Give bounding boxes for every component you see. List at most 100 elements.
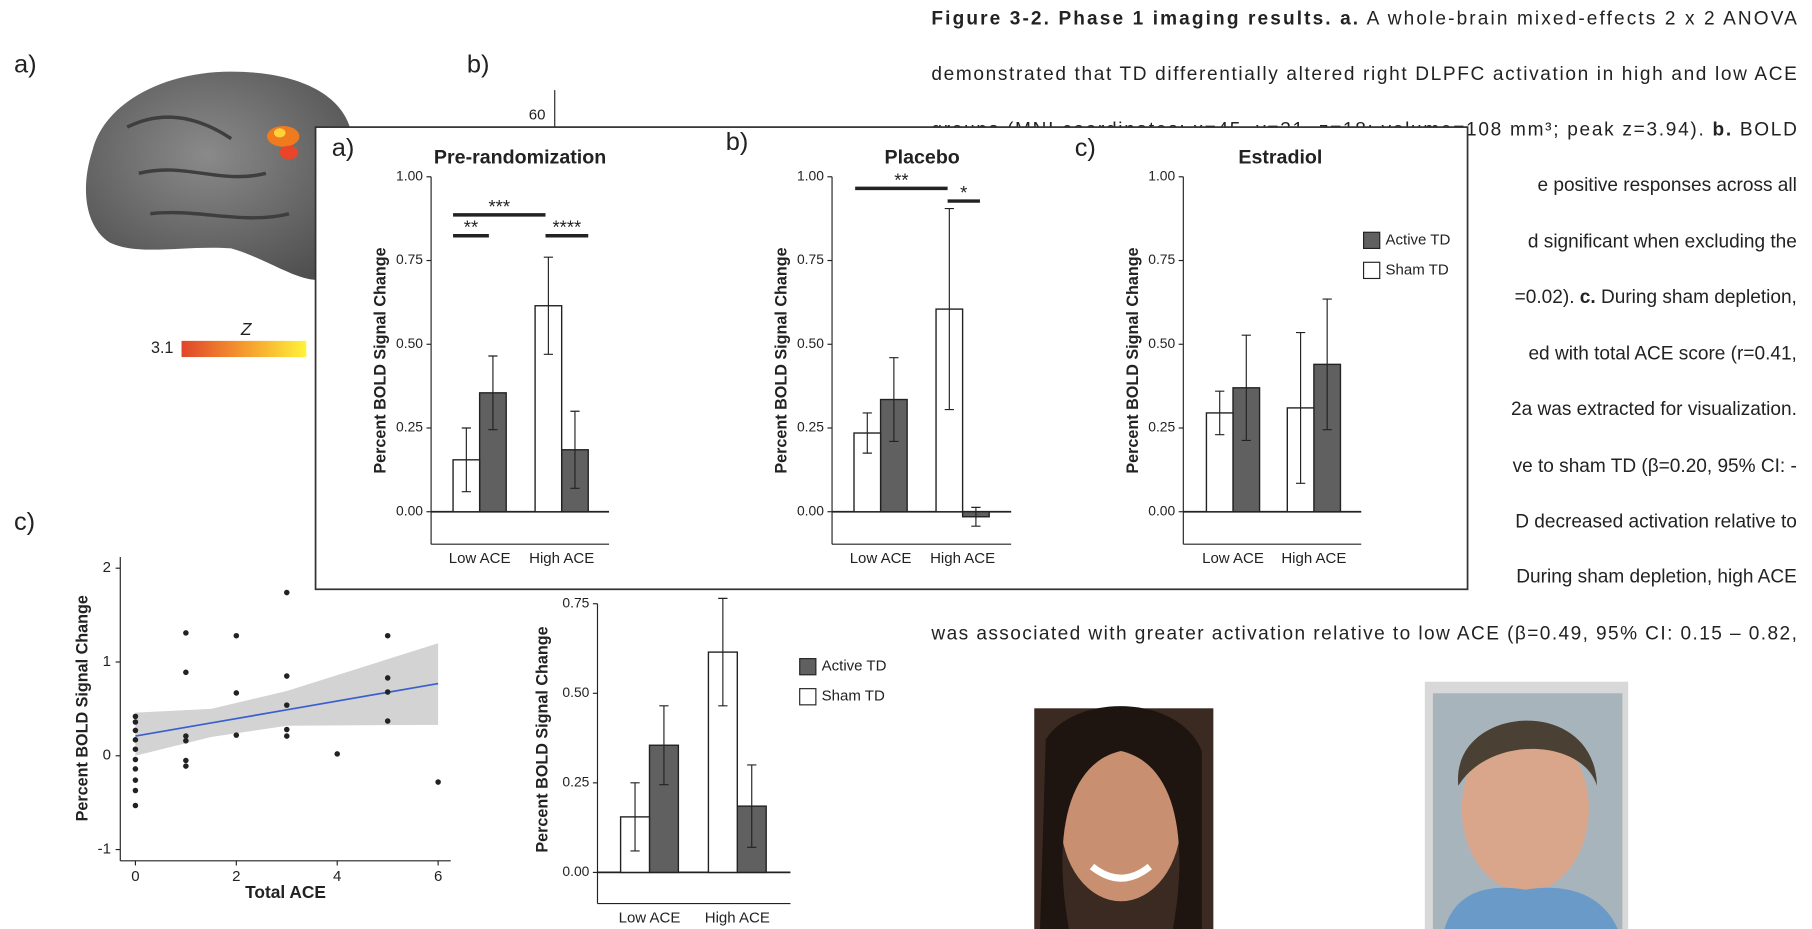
- point: [132, 746, 139, 752]
- caption-line: D decreased activation relative to: [1515, 511, 1797, 532]
- error-bar: [944, 208, 954, 411]
- point: [283, 589, 290, 596]
- error-bar: [630, 782, 640, 852]
- y-tick-label: 2: [103, 559, 111, 576]
- point: [435, 779, 441, 785]
- x-tick-label: High ACE: [705, 910, 770, 927]
- legend-swatch: [799, 688, 817, 706]
- y-tick-label: 1.00: [1148, 167, 1175, 183]
- caption-text: d significant when excluding the: [1528, 232, 1797, 253]
- y-tick-label: 0.25: [562, 774, 589, 790]
- trend-line: [135, 682, 439, 737]
- caption-text: D decreased activation relative to: [1515, 511, 1797, 532]
- caption-text: During sham depletion,: [1596, 287, 1797, 308]
- caption-line: ve to sham TD (β=0.20, 95% CI: -: [1513, 456, 1797, 477]
- y-tick-label: 0.50: [562, 684, 589, 700]
- error-bar: [718, 597, 728, 707]
- y-tick-label: 0.50: [797, 335, 824, 351]
- significance-label: *: [960, 182, 967, 203]
- caption-line: 2a was extracted for visualization.: [1511, 399, 1797, 420]
- point: [384, 632, 391, 639]
- y-tick-label: 1.00: [396, 167, 423, 183]
- y-axis-label: Percent BOLD Signal Change: [74, 595, 92, 821]
- x-tick-label: Low ACE: [449, 550, 511, 567]
- colorbar-min: 3.1: [151, 339, 173, 357]
- colorbar-label: Z: [240, 319, 253, 339]
- y-tick-label: 0.00: [396, 502, 423, 518]
- point: [334, 751, 340, 757]
- legend-label: Active TD: [822, 658, 887, 675]
- point: [384, 675, 391, 681]
- significance-label: ***: [488, 196, 510, 217]
- caption-line: =0.02). c. During sham depletion,: [1515, 287, 1797, 308]
- point: [132, 719, 139, 725]
- photo: [1424, 681, 1629, 929]
- error-bar: [1215, 390, 1225, 436]
- error-bar: [659, 705, 669, 786]
- caption-text: =0.02).: [1515, 287, 1575, 308]
- point: [183, 737, 189, 744]
- panel-label: b): [726, 128, 749, 156]
- error-bar: [1241, 334, 1251, 441]
- point: [283, 733, 290, 739]
- point: [132, 802, 139, 809]
- partial-tick-label: 60: [529, 107, 546, 124]
- significance-label: ****: [552, 217, 581, 238]
- legend-label: Active TD: [1386, 231, 1451, 248]
- panel-label: a): [332, 134, 355, 162]
- x-tick-label: High ACE: [930, 550, 995, 567]
- overlay-charts: 0.00 0.25 0.50 0.75 1.00 Low ACE High ACE Pre-r…: [372, 146, 1451, 567]
- brain-image: [85, 71, 355, 280]
- x-tick-label: Low ACE: [850, 550, 912, 567]
- point: [183, 669, 189, 676]
- caption-line: demonstrated that TD differentially alte…: [931, 64, 1796, 85]
- confidence-band: [135, 643, 439, 756]
- legend-label: Sham TD: [822, 688, 885, 705]
- y-axis-label: Percent BOLD Signal Change: [533, 626, 551, 852]
- y-tick-label: 0.00: [1148, 502, 1175, 518]
- y-tick-label: 0.00: [562, 863, 589, 879]
- caption-text: demonstrated that TD differentially alte…: [931, 64, 1796, 85]
- chart-title: Placebo: [885, 146, 960, 168]
- caption-line: was associated with greater activation r…: [930, 623, 1796, 644]
- panel-label: c): [1075, 134, 1096, 162]
- caption-line: Figure 3-2. Phase 1 imaging results. a. …: [931, 9, 1797, 30]
- caption-text: a.: [1333, 9, 1358, 30]
- point: [283, 673, 290, 679]
- colorbar: [181, 340, 307, 358]
- legend-swatch: [799, 658, 817, 676]
- y-tick-label: 0.50: [1148, 335, 1175, 351]
- x-axis-label: Total ACE: [245, 882, 326, 902]
- caption-text: 2a was extracted for visualization.: [1511, 399, 1797, 420]
- error-bar: [889, 357, 899, 442]
- caption-text: e positive responses across all: [1537, 175, 1796, 196]
- point: [132, 737, 139, 743]
- y-tick-label: 1: [103, 653, 111, 670]
- caption-text: Figure 3-2. Phase 1 imaging results.: [931, 9, 1330, 30]
- y-tick-label: 0.75: [396, 251, 423, 267]
- significance-label: **: [464, 217, 478, 238]
- error-bar: [543, 256, 554, 355]
- chart-title: Estradiol: [1238, 146, 1322, 168]
- legend-label: Sham TD: [1386, 261, 1449, 278]
- x-tick-label: 0: [131, 868, 139, 885]
- y-tick-label: 0.25: [797, 419, 824, 435]
- caption-text: c.: [1575, 287, 1596, 308]
- point: [183, 757, 189, 764]
- point: [183, 733, 189, 739]
- x-tick-label: 4: [333, 868, 341, 885]
- y-tick-label: 0.25: [1148, 419, 1175, 435]
- caption-text: A whole-brain mixed-effects 2 x 2 ANOVA: [1360, 9, 1797, 30]
- error-bar: [570, 410, 580, 489]
- caption-text: b.: [1705, 120, 1731, 141]
- point: [283, 726, 290, 733]
- background-charts: 0.00 0.25 0.50 0.75 Low ACE High ACE Percent B…: [74, 556, 887, 927]
- x-tick-label: Low ACE: [619, 910, 681, 927]
- x-tick-label: High ACE: [1281, 550, 1346, 567]
- caption-text: was associated with greater activation r…: [930, 623, 1796, 644]
- point: [132, 787, 139, 794]
- x-tick-label: High ACE: [529, 550, 594, 567]
- y-tick-label: 0: [103, 747, 111, 764]
- panel-label: b): [467, 51, 490, 79]
